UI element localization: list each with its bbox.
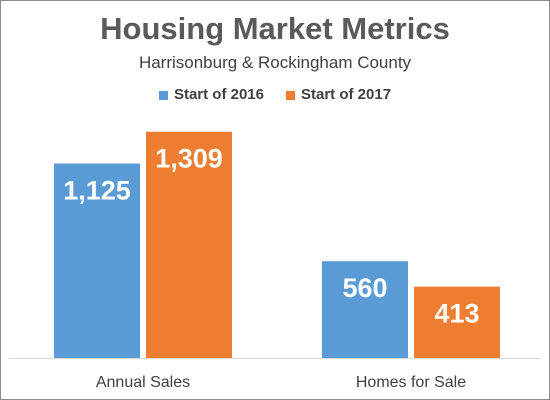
bar-annual-sales-series-2	[146, 131, 232, 358]
data-label-annual-sales-series-1: 1,125	[63, 176, 131, 206]
chart-legend: Start of 2016 Start of 2017	[1, 85, 549, 105]
legend-label-2017: Start of 2017	[301, 86, 392, 103]
bar-annual-sales-series-1	[54, 163, 140, 358]
legend-swatch-2017	[286, 90, 295, 100]
legend-label-2016: Start of 2016	[173, 86, 264, 103]
bar-homes-for-sale-series-2	[414, 286, 500, 358]
data-label-annual-sales-series-2: 1,309	[155, 144, 223, 174]
legend-swatch-2016	[158, 90, 168, 100]
legend-item-2017: Start of 2017	[286, 85, 391, 105]
category-label-annual-sales: Annual Sales	[96, 374, 190, 391]
chart-subtitle: Harrisonburg & Rockingham County	[138, 53, 412, 72]
bar-homes-for-sale-series-1	[322, 261, 408, 358]
chart-title: Housing Market Metrics	[100, 11, 450, 46]
legend-item-2016: Start of 2016	[158, 85, 264, 105]
data-label-homes-for-sale-series-2: 413	[434, 299, 479, 329]
category-label-homes-for-sale: Homes for Sale	[356, 374, 466, 391]
data-label-homes-for-sale-series-1: 560	[342, 273, 387, 303]
